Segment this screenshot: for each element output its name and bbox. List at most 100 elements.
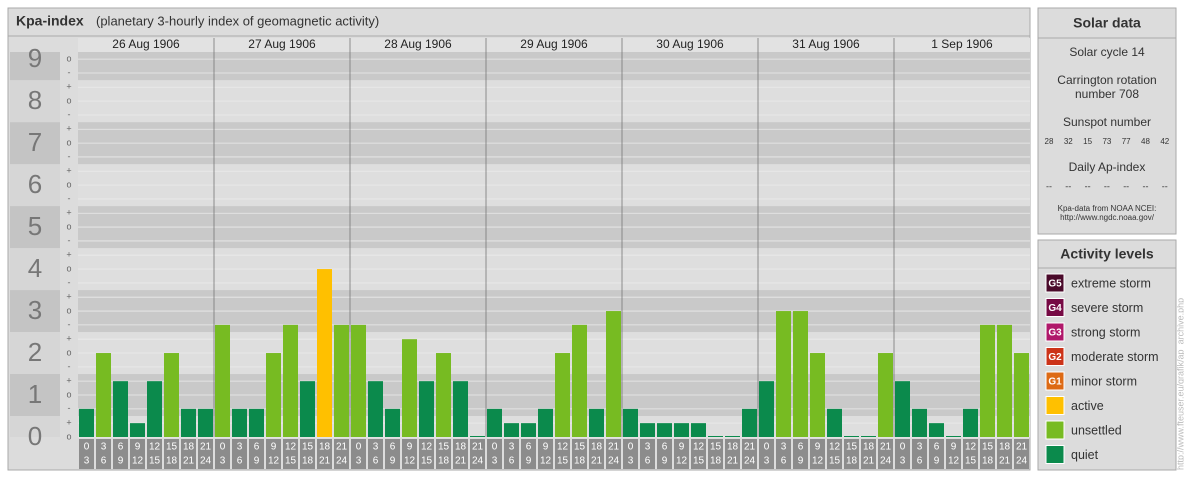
hour-label: 3 <box>645 442 651 453</box>
chart-title: Kpa-index <box>16 13 84 29</box>
hour-box <box>266 439 281 469</box>
bar <box>997 324 1012 437</box>
bar <box>215 324 230 437</box>
hour-box <box>538 439 553 469</box>
bar <box>402 339 417 437</box>
level-swatch <box>1045 273 1065 293</box>
hour-box <box>844 439 859 469</box>
bar <box>980 324 995 437</box>
hour-label: 0 <box>764 442 770 453</box>
hour-label: 6 <box>509 456 515 467</box>
hour-label: 21 <box>880 442 892 453</box>
hour-label: 9 <box>798 456 804 467</box>
ap-value: -- <box>1143 181 1149 191</box>
band-label-bg <box>10 80 60 123</box>
bar <box>929 423 944 437</box>
bar <box>470 436 485 437</box>
bar <box>759 381 774 437</box>
bar <box>487 408 502 437</box>
hour-label: 6 <box>254 442 260 453</box>
date-header <box>622 38 758 52</box>
hour-box <box>130 439 145 469</box>
hour-label: 3 <box>764 456 770 467</box>
level-swatch <box>1045 396 1065 415</box>
hour-label: 21 <box>999 456 1011 467</box>
date-header <box>214 38 350 52</box>
hour-label: 15 <box>693 456 705 467</box>
hour-label: 18 <box>319 442 331 453</box>
hour-box <box>691 439 706 469</box>
bar <box>793 311 808 437</box>
hour-label: 21 <box>608 442 620 453</box>
hour-label: 6 <box>798 442 804 453</box>
solar-panel <box>1037 7 1177 235</box>
bar <box>385 408 400 437</box>
hour-label: 24 <box>200 456 212 467</box>
hour-label: 15 <box>965 456 977 467</box>
hour-label: 3 <box>917 442 923 453</box>
bar <box>181 408 196 437</box>
hour-label: 21 <box>591 456 603 467</box>
hour-label: 12 <box>676 456 688 467</box>
hour-label: 12 <box>812 456 824 467</box>
ap-value: -- <box>1046 181 1052 191</box>
hour-label: 15 <box>285 456 297 467</box>
date-header <box>486 38 622 52</box>
hour-box <box>215 439 230 469</box>
hour-label: 3 <box>900 456 906 467</box>
bar <box>810 353 825 437</box>
hour-label: 15 <box>829 456 841 467</box>
minor-tick-label: o <box>66 179 71 189</box>
level-label: strong storm <box>1071 325 1140 339</box>
hour-label: 21 <box>472 442 484 453</box>
minor-tick-label: - <box>68 319 71 329</box>
hour-label: 18 <box>591 442 603 453</box>
date-header <box>350 38 486 52</box>
hour-label: 12 <box>132 456 144 467</box>
hour-label: 0 <box>220 442 226 453</box>
hour-box <box>912 439 927 469</box>
bar <box>708 436 723 437</box>
ap-value: -- <box>1123 181 1129 191</box>
hour-label: 9 <box>390 456 396 467</box>
hour-box <box>810 439 825 469</box>
hour-box <box>487 439 502 469</box>
carrington: number 708 <box>1075 87 1139 101</box>
hour-box <box>555 439 570 469</box>
hour-box <box>113 439 128 469</box>
hour-label: 18 <box>183 442 195 453</box>
hour-label: 6 <box>645 456 651 467</box>
hour-box <box>572 439 587 469</box>
y-tick-label: 2 <box>28 337 42 367</box>
hour-label: 18 <box>166 456 178 467</box>
hour-label: 21 <box>336 442 348 453</box>
hour-label: 24 <box>744 456 756 467</box>
hour-box <box>793 439 808 469</box>
minor-tick-label: o <box>66 431 71 441</box>
bar <box>198 408 213 437</box>
bar <box>317 269 332 437</box>
minor-tick-label: - <box>68 67 71 77</box>
date-label: 30 Aug 1906 <box>656 37 724 51</box>
minor-tick-label: - <box>68 403 71 413</box>
bar <box>861 436 876 437</box>
level-badge: G3 <box>1048 328 1062 339</box>
bar <box>130 423 145 437</box>
hour-label: 18 <box>710 456 722 467</box>
carrington: Carrington rotation <box>1057 73 1156 87</box>
hour-label: 15 <box>846 442 858 453</box>
hour-box <box>776 439 791 469</box>
hour-label: 3 <box>628 456 634 467</box>
hour-label: 15 <box>149 456 161 467</box>
bar <box>249 408 264 437</box>
bar <box>96 353 111 437</box>
minor-tick-label: o <box>66 221 71 231</box>
minor-tick-label: - <box>68 193 71 203</box>
hour-box <box>436 439 451 469</box>
hour-box <box>1014 439 1029 469</box>
level-swatch <box>1045 322 1065 342</box>
date-label: 29 Aug 1906 <box>520 37 588 51</box>
bar <box>878 353 893 437</box>
y-tick-label: 6 <box>28 169 42 199</box>
hour-label: 15 <box>421 456 433 467</box>
